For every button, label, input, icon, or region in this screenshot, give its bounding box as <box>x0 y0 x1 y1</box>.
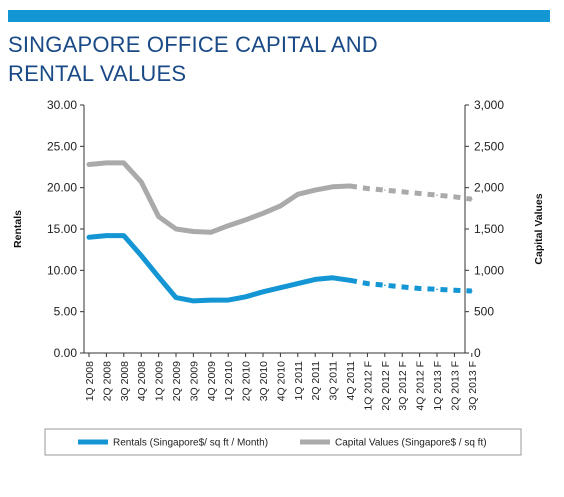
capital-values-point <box>105 162 108 164</box>
rentals-point <box>401 286 404 288</box>
capital-values-point <box>401 191 404 193</box>
rentals-point <box>244 295 247 298</box>
x-tick-label: 1Q 2009 <box>154 361 166 401</box>
capital-values-point <box>314 189 317 191</box>
rentals-point <box>349 279 351 282</box>
left-tick-label: 30.00 <box>47 98 77 112</box>
left-tick-label: 20.00 <box>47 181 77 195</box>
rentals-point <box>123 234 125 237</box>
x-tick-label: 1Q 2013 F <box>432 361 444 411</box>
x-tick-label: 1Q 2010 <box>223 361 235 401</box>
x-tick-label: 3Q 2011 <box>328 361 340 401</box>
x-tick-label: 1Q 2008 <box>84 361 96 401</box>
x-tick-label: 3Q 2012 F <box>397 361 409 411</box>
capital-values-point <box>140 181 142 183</box>
capital-values-point <box>175 228 177 230</box>
capital-values-point <box>297 193 299 196</box>
x-tick-label: 4Q 2008 <box>136 361 148 401</box>
rentals-point <box>436 288 438 291</box>
x-tick-label: 1Q 2012 F <box>362 361 374 411</box>
left-tick-label: 0.00 <box>54 346 78 360</box>
x-tick-label: 3Q 2009 <box>188 361 200 401</box>
rentals-point <box>279 286 282 289</box>
right-tick-label: 0 <box>474 346 481 360</box>
capital-values-point <box>210 231 212 234</box>
x-tick-label: 2Q 2008 <box>101 361 113 401</box>
rentals-point <box>210 299 212 301</box>
x-tick-label: 4Q 2009 <box>206 361 218 401</box>
capital-values-point <box>366 187 369 190</box>
left-tick-label: 25.00 <box>47 139 77 153</box>
capital-values-legend-label: Capital Values (Singapore$ / sq ft) <box>335 438 487 449</box>
right-tick-label: 3,000 <box>474 98 504 112</box>
x-tick-label: 2Q 2012 F <box>380 361 392 411</box>
x-tick-label: 3Q 2008 <box>119 361 131 401</box>
x-tick-label: 2Q 2013 F <box>449 361 461 411</box>
rentals-point <box>157 276 160 278</box>
right-tick-label: 2,000 <box>474 181 504 195</box>
x-tick-label: 2Q 2011 <box>310 361 322 401</box>
left-axis-title: Rentals <box>12 210 24 248</box>
capital-values-point <box>453 195 456 198</box>
rentals-point <box>105 234 108 237</box>
capital-values-point <box>88 163 90 166</box>
rentals-point <box>314 278 317 281</box>
rentals-point <box>227 299 229 301</box>
capital-values-point <box>157 215 160 218</box>
rentals-point <box>384 284 386 287</box>
rentals-point <box>175 296 177 299</box>
capital-values-point <box>227 224 229 227</box>
x-tick-label: 3Q 2010 <box>258 361 270 401</box>
capital-values-point <box>123 162 125 164</box>
rentals-actual-line <box>86 233 353 304</box>
right-tick-label: 500 <box>474 305 494 319</box>
x-tick-label: 2Q 2010 <box>241 361 253 401</box>
legend-box <box>44 428 522 456</box>
capital-values-point <box>349 185 351 187</box>
left-tick-label: 5.00 <box>54 305 78 319</box>
x-tick-label: 2Q 2009 <box>171 361 183 401</box>
rentals-point <box>297 282 299 285</box>
x-tick-label: 3Q 2013 F <box>467 361 479 411</box>
x-tick-label: 1Q 2011 <box>293 361 305 401</box>
capital-values-point <box>244 219 247 221</box>
rentals-point <box>88 236 90 239</box>
capital-values-point <box>436 194 438 196</box>
capital-values-forecast-line <box>349 183 473 202</box>
title-accent-bar <box>8 10 550 22</box>
capital-values-point <box>192 230 195 233</box>
left-tick-label: 15.00 <box>47 222 77 236</box>
capital-values-point <box>471 198 473 201</box>
left-tick-label: 10.00 <box>47 263 77 277</box>
capital-values-point <box>418 192 421 195</box>
chart-title: SINGAPORE OFFICE CAPITAL AND RENTAL VALU… <box>8 32 378 86</box>
capital-values-point <box>331 186 334 188</box>
rentals-point <box>453 289 456 291</box>
capital-values-point <box>384 189 386 191</box>
x-tick-label: 4Q 2011 <box>345 361 357 401</box>
right-tick-label: 1,000 <box>474 263 504 277</box>
rentals-point <box>140 254 142 257</box>
rentals-forecast-line <box>349 277 472 294</box>
capital-values-point <box>262 212 264 215</box>
x-tick-label: 4Q 2012 F <box>415 361 427 411</box>
rentals-point <box>192 300 195 302</box>
rentals-point <box>366 282 369 285</box>
right-tick-label: 2,500 <box>474 139 504 153</box>
rentals-point <box>418 287 421 290</box>
x-tick-label: 4Q 2010 <box>275 361 287 401</box>
capital-values-actual-line <box>86 160 353 235</box>
capital-values-point <box>279 205 282 207</box>
right-tick-label: 1,500 <box>474 222 504 236</box>
right-axis-title: Capital Values <box>533 193 545 264</box>
rentals-legend-label: Rentals (Singapore$/ sq ft / Month) <box>113 438 268 449</box>
rentals-point <box>331 276 334 279</box>
rentals-point <box>262 291 264 293</box>
rentals-point <box>471 290 473 292</box>
